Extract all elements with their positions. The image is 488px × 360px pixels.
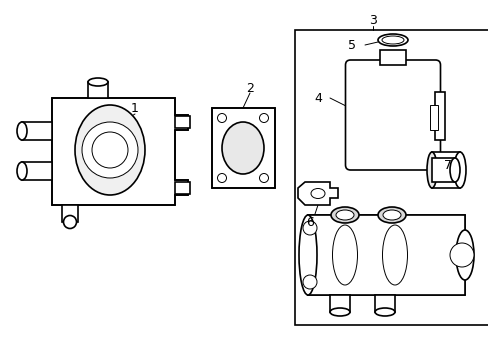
Ellipse shape xyxy=(335,210,353,220)
Text: 7: 7 xyxy=(443,158,451,171)
Polygon shape xyxy=(52,98,187,205)
Polygon shape xyxy=(62,205,78,222)
Ellipse shape xyxy=(381,36,403,44)
Circle shape xyxy=(259,174,268,183)
Ellipse shape xyxy=(332,225,357,285)
Circle shape xyxy=(217,174,226,183)
Polygon shape xyxy=(175,116,190,128)
Ellipse shape xyxy=(330,207,358,223)
Text: 4: 4 xyxy=(313,91,321,104)
Ellipse shape xyxy=(298,215,316,295)
Ellipse shape xyxy=(455,230,473,280)
Polygon shape xyxy=(374,295,394,312)
Circle shape xyxy=(63,216,76,229)
Ellipse shape xyxy=(329,308,349,316)
Circle shape xyxy=(217,113,226,122)
Polygon shape xyxy=(307,215,464,295)
Polygon shape xyxy=(175,182,190,194)
Polygon shape xyxy=(434,92,444,140)
Ellipse shape xyxy=(453,152,465,188)
Polygon shape xyxy=(297,182,337,205)
FancyBboxPatch shape xyxy=(345,60,440,170)
Bar xyxy=(294,30,488,325)
Polygon shape xyxy=(329,295,349,312)
Ellipse shape xyxy=(75,105,145,195)
Ellipse shape xyxy=(449,158,459,182)
Polygon shape xyxy=(431,152,459,188)
Ellipse shape xyxy=(17,122,27,140)
Ellipse shape xyxy=(382,225,407,285)
Circle shape xyxy=(303,275,316,289)
Circle shape xyxy=(449,243,473,267)
Ellipse shape xyxy=(17,162,27,180)
Polygon shape xyxy=(379,50,405,65)
Text: 6: 6 xyxy=(305,216,313,229)
Polygon shape xyxy=(22,162,52,180)
Circle shape xyxy=(259,113,268,122)
Polygon shape xyxy=(88,82,108,98)
Ellipse shape xyxy=(88,78,108,86)
Ellipse shape xyxy=(426,152,436,188)
Ellipse shape xyxy=(377,34,407,46)
Ellipse shape xyxy=(222,122,264,174)
Ellipse shape xyxy=(374,308,394,316)
Ellipse shape xyxy=(310,189,325,198)
Polygon shape xyxy=(22,122,52,140)
Polygon shape xyxy=(212,108,274,188)
Text: 2: 2 xyxy=(245,81,253,94)
Text: 1: 1 xyxy=(131,102,139,114)
Circle shape xyxy=(82,122,138,178)
Text: 5: 5 xyxy=(347,39,355,51)
Polygon shape xyxy=(431,158,454,182)
Ellipse shape xyxy=(377,207,405,223)
Ellipse shape xyxy=(382,210,400,220)
Circle shape xyxy=(303,221,316,235)
Bar xyxy=(429,105,437,130)
Text: 3: 3 xyxy=(368,14,376,27)
Circle shape xyxy=(92,132,128,168)
